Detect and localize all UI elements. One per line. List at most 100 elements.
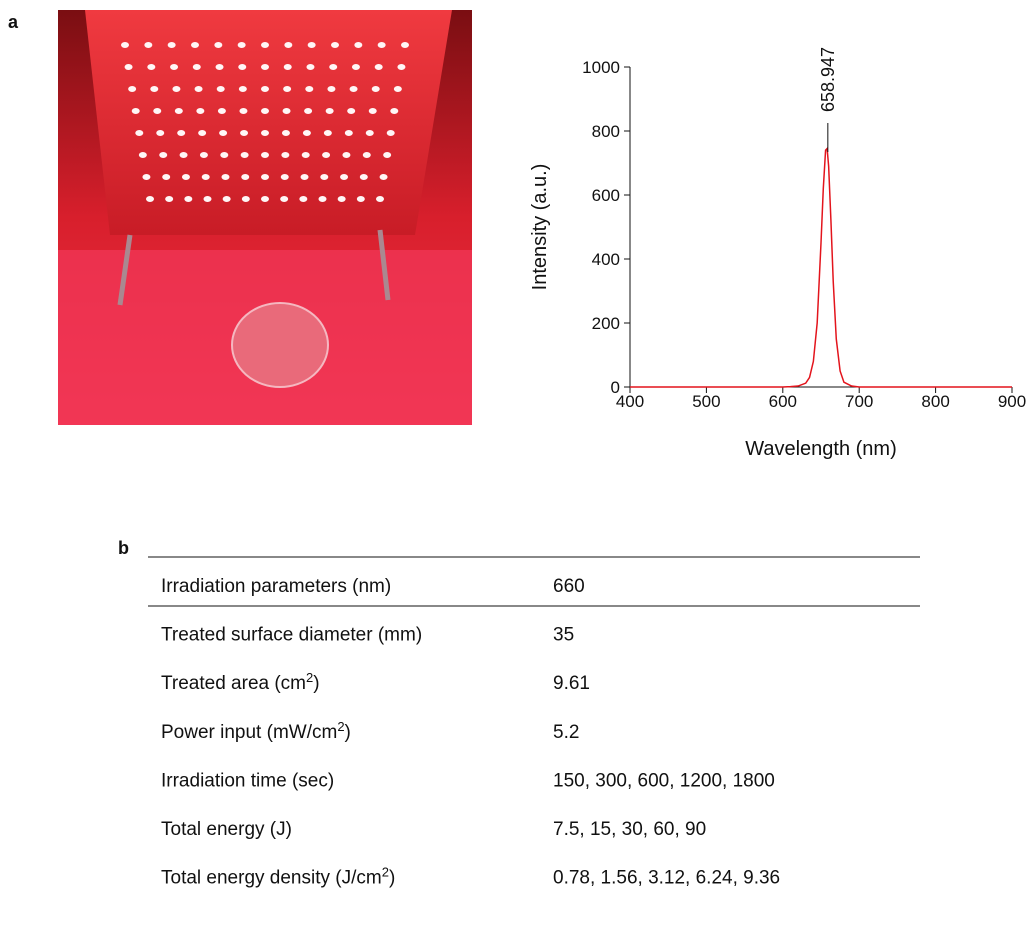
y-axis-label: Intensity (a.u.) [529,164,551,291]
led [280,174,289,180]
y-tick-label: 200 [592,314,620,333]
led [135,130,144,136]
y-tick-label: 0 [611,378,620,397]
label-text: Treated area (cm [161,673,306,694]
led [329,64,338,70]
led [342,152,351,158]
y-tick-label: 400 [592,250,620,269]
label-text: ) [345,722,351,743]
led [282,108,291,114]
x-tick-label: 700 [845,392,873,411]
led [128,86,137,92]
led [393,86,402,92]
label-text: ) [389,868,395,889]
row-value: 0.78, 1.56, 3.12, 6.24, 9.36 [553,868,780,889]
led [299,196,308,202]
row-value: 35 [553,625,574,646]
y-tick-label: 600 [592,186,620,205]
row-label: Total energy density (J/cm2) [161,865,395,889]
row-label: Irradiation time (sec) [161,770,334,791]
led [240,152,249,158]
led [220,152,229,158]
led [150,86,159,92]
x-tick-label: 600 [769,392,797,411]
led [131,108,140,114]
led [121,42,129,48]
led [124,64,133,70]
led [159,152,168,158]
led [261,64,269,70]
row-value: 660 [553,576,585,597]
label-text: Total energy (J) [161,819,292,840]
led [144,42,153,48]
superscript: 2 [306,670,313,685]
led [199,152,208,158]
led [238,86,247,92]
led [383,152,392,158]
row-value: 5.2 [553,722,579,743]
led [147,64,156,70]
photo [58,10,472,425]
led [138,152,147,158]
led [261,196,269,202]
panel-label: b [118,538,129,558]
led [261,86,269,92]
spectrum-line [630,146,1012,388]
led [306,64,315,70]
x-tick-label: 900 [998,392,1026,411]
y-tick-label: 800 [592,122,620,141]
led [340,174,349,180]
led [217,108,226,114]
led [337,196,346,202]
led [240,130,249,136]
led [283,64,292,70]
led [156,130,165,136]
led [327,86,336,92]
row-label: Irradiation parameters (nm) [161,576,391,597]
led [241,196,250,202]
led [215,64,224,70]
led [142,174,151,180]
led [174,108,183,114]
led [307,42,316,48]
label-text: Irradiation time (sec) [161,770,334,791]
led [304,108,313,114]
led [194,86,203,92]
led [377,42,386,48]
led [284,42,293,48]
led [181,174,190,180]
leg [377,229,391,301]
leg [117,234,133,306]
led [172,86,181,92]
label-text: Treated surface diameter (mm) [161,625,422,646]
led [351,64,360,70]
row-label: Treated surface diameter (mm) [161,625,422,646]
led [221,174,230,180]
led [179,152,188,158]
x-tick-label: 400 [616,392,644,411]
led [362,152,371,158]
led [379,174,388,180]
led [323,130,332,136]
label-text: Total energy density (J/cm [161,868,382,889]
led [371,86,380,92]
row-label: Total energy (J) [161,819,292,840]
dish [231,302,329,388]
led [356,196,365,202]
led [238,64,247,70]
led [203,196,212,202]
led [153,108,162,114]
led [162,174,171,180]
led [191,42,199,48]
led [214,42,223,48]
led [347,108,356,114]
x-tick-label: 800 [921,392,949,411]
led [196,108,205,114]
led [165,196,174,202]
led [261,152,269,158]
row-label: Power input (mW/cm2) [161,719,351,743]
led [201,174,210,180]
led [216,86,225,92]
led [301,152,310,158]
